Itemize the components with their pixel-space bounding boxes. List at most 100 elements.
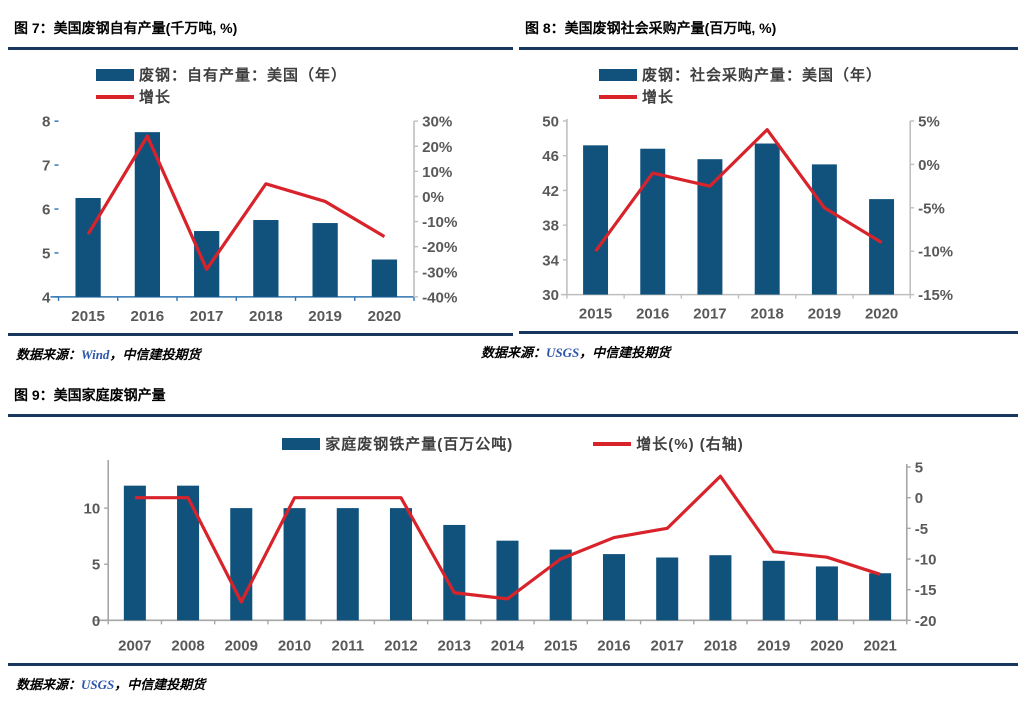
growth-line [594, 128, 883, 253]
figure-7-title: 图 7：美国废钢自有产量(千万吨, %) [14, 20, 238, 36]
figure-7: 图 7：美国废钢自有产量(千万吨, %) 废钢：自有产量：美国（年） 增长 4 5 6… [8, 10, 513, 369]
figure-9-title-underline [8, 414, 1018, 418]
bar-2008 [177, 485, 200, 621]
x-axis-label: 2016 [597, 638, 630, 655]
right-axis-label: 0 [915, 490, 923, 507]
bar-2011 [336, 508, 359, 621]
figure-8: 图 8：美国废钢社会采购产量(百万吨, %) 废钢：社会采购产量：美国（年） 增长… [481, 10, 1018, 369]
left-axis-label: 5 [42, 245, 50, 262]
bar-2020 [815, 566, 838, 621]
x-axis-label: 2017 [190, 308, 224, 325]
right-axis-label: 10% [422, 164, 453, 181]
bar-2009 [230, 508, 253, 621]
left-axis-label: 8 [42, 114, 50, 131]
right-axis-label: 0% [918, 157, 940, 174]
line-swatch-icon [593, 441, 632, 446]
left-axis-label: 6 [42, 202, 50, 219]
source-org: USGS [546, 344, 580, 360]
report-page: 图 7：美国废钢自有产量(千万吨, %) 废钢：自有产量：美国（年） 增长 4 5 6… [8, 10, 1018, 699]
figure-8-title: 图 8：美国废钢社会采购产量(百万吨, %) [525, 20, 777, 36]
x-axis-label: 2017 [651, 638, 684, 655]
figure-8-legend: 废钢：社会采购产量：美国（年） 增长 [599, 64, 1018, 107]
x-axis-label: 2020 [368, 308, 402, 325]
legend-item-bars: 废钢：社会采购产量：美国（年） [599, 64, 1018, 85]
legend-label: 增长(%) (右轴) [636, 436, 744, 454]
x-axis-label: 2014 [491, 638, 525, 655]
figure-7-data-source: 数据来源：Wind，中信建投期货 [8, 336, 513, 369]
left-axis-label: 42 [542, 183, 559, 200]
x-axis-label: 2019 [308, 308, 342, 325]
right-axis-label: -10 [915, 552, 937, 569]
right-axis-label: -5% [918, 200, 945, 217]
x-axis-label: 2016 [131, 308, 165, 325]
bar-2016 [134, 132, 161, 297]
x-axis-label: 2010 [278, 638, 311, 655]
legend-label: 废钢：自有产量：美国（年） [139, 67, 348, 84]
top-figures-row: 图 7：美国废钢自有产量(千万吨, %) 废钢：自有产量：美国（年） 增长 4 5 6… [8, 10, 1018, 369]
right-axis-label: -30% [422, 264, 458, 281]
legend-label: 废钢：社会采购产量：美国（年） [642, 67, 883, 84]
legend-item-line: 增长(%) (右轴) [593, 433, 744, 454]
figure-7-legend: 废钢：自有产量：美国（年） 增长 [96, 64, 513, 107]
source-suffix: ，中信建投期货 [579, 344, 671, 360]
x-axis-label: 2020 [810, 638, 843, 655]
line-swatch-icon [599, 94, 637, 99]
legend-item-bars: 废钢：自有产量：美国（年） [96, 64, 513, 85]
figure-7-source-divider [8, 333, 513, 337]
figure-9-legend: 家庭废钢铁产量(百万公吨) 增长(%) (右轴) [8, 433, 1018, 454]
x-axis-label: 2015 [544, 638, 577, 655]
legend-item-bars: 家庭废钢铁产量(百万公吨) [282, 433, 513, 454]
left-axis-label: 46 [542, 148, 559, 165]
bar-2018 [253, 220, 279, 297]
bar-2015 [583, 145, 609, 295]
right-axis-label: -15 [915, 582, 937, 599]
left-axis-label: 0 [92, 613, 100, 630]
x-axis-label: 2009 [225, 638, 258, 655]
figure-8-source-divider [519, 330, 1018, 334]
left-axis-label: 38 [542, 218, 559, 235]
bar-swatch-icon [599, 68, 637, 81]
x-axis-label: 2016 [636, 306, 669, 323]
bar-2017 [697, 159, 723, 295]
source-prefix: 数据来源： [481, 344, 547, 360]
bar-swatch-icon [96, 68, 134, 81]
x-axis-label: 2018 [704, 638, 737, 655]
source-prefix: 数据来源： [16, 676, 82, 692]
legend-item-line: 增长 [96, 86, 513, 107]
x-axis-label: 2021 [863, 638, 896, 655]
x-axis-label: 2012 [384, 638, 417, 655]
right-axis-label: -40% [422, 289, 458, 306]
right-axis-label: 30% [422, 114, 453, 131]
legend-label: 增长 [139, 89, 172, 106]
x-axis-label: 2019 [757, 638, 790, 655]
bar-2007 [123, 485, 146, 621]
bar-2010 [283, 508, 306, 621]
x-axis-label: 2019 [808, 306, 841, 323]
bar-2017 [656, 557, 679, 621]
bar-2021 [869, 573, 892, 621]
figure-9-title: 图 9：美国家庭废钢产量 [14, 387, 166, 404]
source-suffix: ，中信建投期货 [114, 676, 206, 692]
line-swatch-icon [96, 94, 134, 99]
bar-swatch-icon [282, 437, 321, 450]
x-axis-label: 2017 [693, 306, 726, 323]
us-purchased-scrap-output-chart: 30 34 38 42 46 50 -15% -10% -5% 0% 5% 2015 2016 2017 2… [542, 113, 953, 323]
figure-9: 图 9：美国家庭废钢产量 家庭废钢铁产量(百万公吨) 增长(%) (右轴) 0 5 1… [8, 377, 1018, 698]
left-axis-label: 5 [92, 557, 100, 574]
x-axis-label: 2020 [865, 306, 898, 323]
left-axis-label: 10 [83, 501, 100, 518]
x-axis-label: 2018 [249, 308, 283, 325]
left-axis-label: 50 [542, 113, 559, 130]
figure-9-source-divider [8, 662, 1018, 666]
left-axis-label: 7 [42, 158, 50, 175]
right-axis-label: 5% [918, 113, 940, 130]
right-axis-label: -20 [915, 613, 937, 630]
legend-item-line: 增长 [599, 86, 1018, 107]
bar-2018 [754, 143, 780, 295]
bar-2018 [709, 555, 732, 621]
bar-2013 [443, 525, 466, 621]
legend-label: 增长 [642, 89, 675, 106]
x-axis-label: 2013 [438, 638, 471, 655]
growth-line [86, 134, 386, 271]
growth-line [134, 474, 881, 604]
